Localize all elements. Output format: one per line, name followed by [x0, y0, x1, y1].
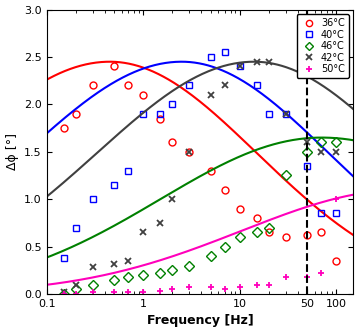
36°C — [187, 150, 191, 154]
46°C — [334, 140, 339, 144]
42°C — [141, 230, 145, 234]
Line: 36°C: 36°C — [60, 63, 340, 264]
36°C — [74, 112, 78, 116]
36°C — [62, 126, 66, 130]
40°C — [334, 211, 339, 215]
42°C — [90, 265, 95, 269]
46°C — [126, 275, 130, 279]
36°C — [112, 65, 116, 69]
50°C — [284, 275, 288, 279]
X-axis label: Frequency [Hz]: Frequency [Hz] — [147, 314, 253, 327]
40°C — [112, 183, 116, 187]
42°C — [267, 60, 271, 64]
40°C — [126, 169, 130, 173]
36°C — [126, 84, 130, 88]
40°C — [74, 226, 78, 230]
36°C — [267, 230, 271, 234]
42°C — [62, 290, 66, 294]
36°C — [255, 216, 259, 220]
50°C — [238, 285, 242, 289]
40°C — [141, 112, 145, 116]
42°C — [187, 150, 191, 154]
50°C — [170, 287, 174, 291]
50°C — [112, 290, 116, 294]
40°C — [255, 84, 259, 88]
36°C — [170, 140, 174, 144]
46°C — [267, 226, 271, 230]
42°C — [74, 282, 78, 286]
46°C — [170, 268, 174, 272]
Y-axis label: Δϕ [°]: Δϕ [°] — [5, 133, 19, 170]
50°C — [255, 282, 259, 286]
46°C — [62, 292, 66, 296]
Line: 40°C: 40°C — [60, 49, 340, 261]
50°C — [223, 287, 227, 291]
36°C — [209, 169, 213, 173]
Line: 50°C: 50°C — [60, 196, 340, 297]
42°C — [319, 150, 323, 154]
42°C — [255, 60, 259, 64]
40°C — [90, 197, 95, 201]
42°C — [126, 259, 130, 263]
46°C — [209, 254, 213, 258]
36°C — [284, 235, 288, 239]
Line: 46°C: 46°C — [60, 139, 340, 297]
40°C — [187, 84, 191, 88]
36°C — [90, 84, 95, 88]
50°C — [209, 285, 213, 289]
40°C — [305, 164, 309, 168]
42°C — [170, 197, 174, 201]
40°C — [284, 112, 288, 116]
50°C — [141, 290, 145, 294]
36°C — [141, 93, 145, 97]
36°C — [238, 207, 242, 211]
40°C — [170, 102, 174, 106]
42°C — [223, 84, 227, 88]
40°C — [238, 65, 242, 69]
50°C — [126, 290, 130, 294]
36°C — [223, 188, 227, 192]
50°C — [158, 289, 163, 293]
46°C — [187, 264, 191, 268]
46°C — [141, 273, 145, 277]
40°C — [319, 211, 323, 215]
40°C — [209, 55, 213, 59]
46°C — [319, 140, 323, 144]
42°C — [158, 221, 163, 225]
40°C — [223, 50, 227, 54]
36°C — [305, 233, 309, 237]
46°C — [305, 150, 309, 154]
50°C — [334, 197, 339, 201]
46°C — [158, 271, 163, 275]
50°C — [319, 271, 323, 275]
46°C — [255, 230, 259, 234]
42°C — [284, 112, 288, 116]
50°C — [74, 292, 78, 296]
42°C — [209, 93, 213, 97]
50°C — [187, 285, 191, 289]
42°C — [305, 140, 309, 144]
42°C — [112, 262, 116, 266]
36°C — [319, 230, 323, 234]
46°C — [223, 245, 227, 249]
46°C — [74, 287, 78, 291]
36°C — [158, 117, 163, 121]
50°C — [90, 290, 95, 294]
42°C — [334, 150, 339, 154]
40°C — [158, 112, 163, 116]
36°C — [334, 259, 339, 263]
46°C — [284, 173, 288, 177]
50°C — [62, 292, 66, 296]
Line: 42°C: 42°C — [60, 58, 340, 296]
50°C — [267, 282, 271, 286]
42°C — [238, 65, 242, 69]
Legend: 36°C, 40°C, 46°C, 42°C, 50°C: 36°C, 40°C, 46°C, 42°C, 50°C — [297, 14, 349, 78]
46°C — [112, 278, 116, 282]
40°C — [62, 256, 66, 260]
40°C — [267, 112, 271, 116]
46°C — [238, 235, 242, 239]
46°C — [90, 282, 95, 286]
50°C — [305, 275, 309, 279]
